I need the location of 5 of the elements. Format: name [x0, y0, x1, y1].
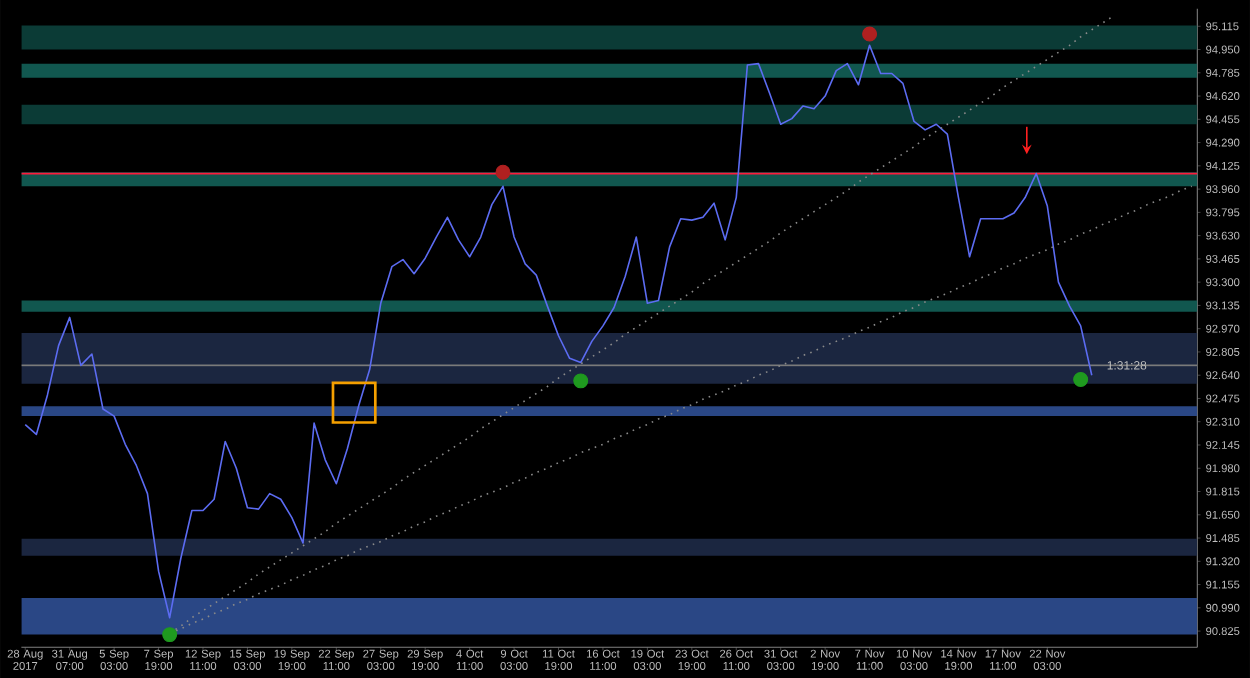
point	[1073, 371, 1089, 387]
point	[162, 627, 178, 643]
point	[862, 26, 878, 42]
point	[495, 164, 511, 180]
point	[573, 373, 589, 389]
